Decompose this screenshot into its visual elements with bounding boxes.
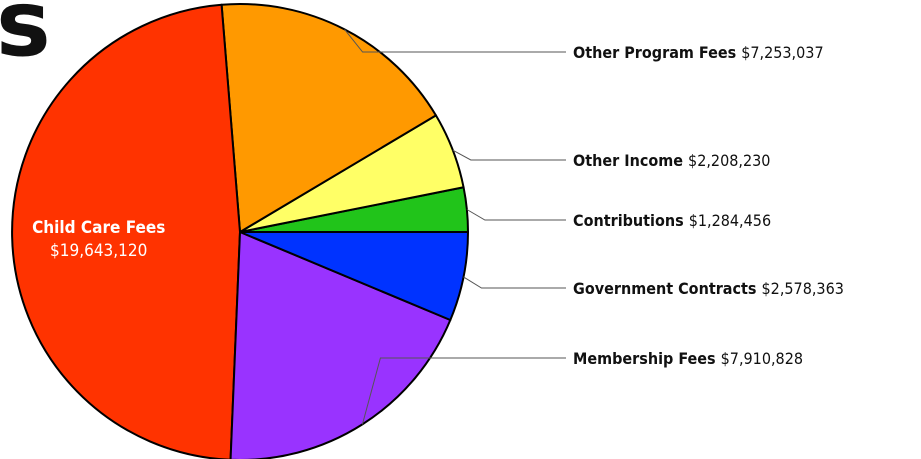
slice-value-child-care-fees: $19,643,120 (50, 241, 147, 261)
leader-line-government-contracts (463, 276, 566, 289)
slice-label-contributions: Contributions $1,284,456 (573, 211, 771, 230)
slice-label-child-care-fees: Child Care Fees (32, 218, 165, 238)
leader-lines (344, 29, 566, 425)
leader-line-other-program-fees (344, 29, 566, 53)
slice-labels: Contributions $1,284,456 Other Income $2,… (32, 43, 844, 368)
leader-line-other-income (452, 149, 566, 161)
slice-label-membership-fees: Membership Fees $7,910,828 (573, 349, 803, 368)
slice-label-other-program-fees: Other Program Fees $7,253,037 (573, 43, 824, 62)
heading-fragment: s (0, 0, 51, 77)
slice-label-government-contracts: Government Contracts $2,578,363 (573, 279, 844, 298)
leader-line-membership-fees (361, 357, 566, 425)
slice-label-other-income: Other Income $2,208,230 (573, 151, 770, 170)
leader-line-contributions (466, 209, 566, 221)
pie-slice-child-care-fees (11, 3, 241, 459)
pie-slices (11, 3, 469, 459)
